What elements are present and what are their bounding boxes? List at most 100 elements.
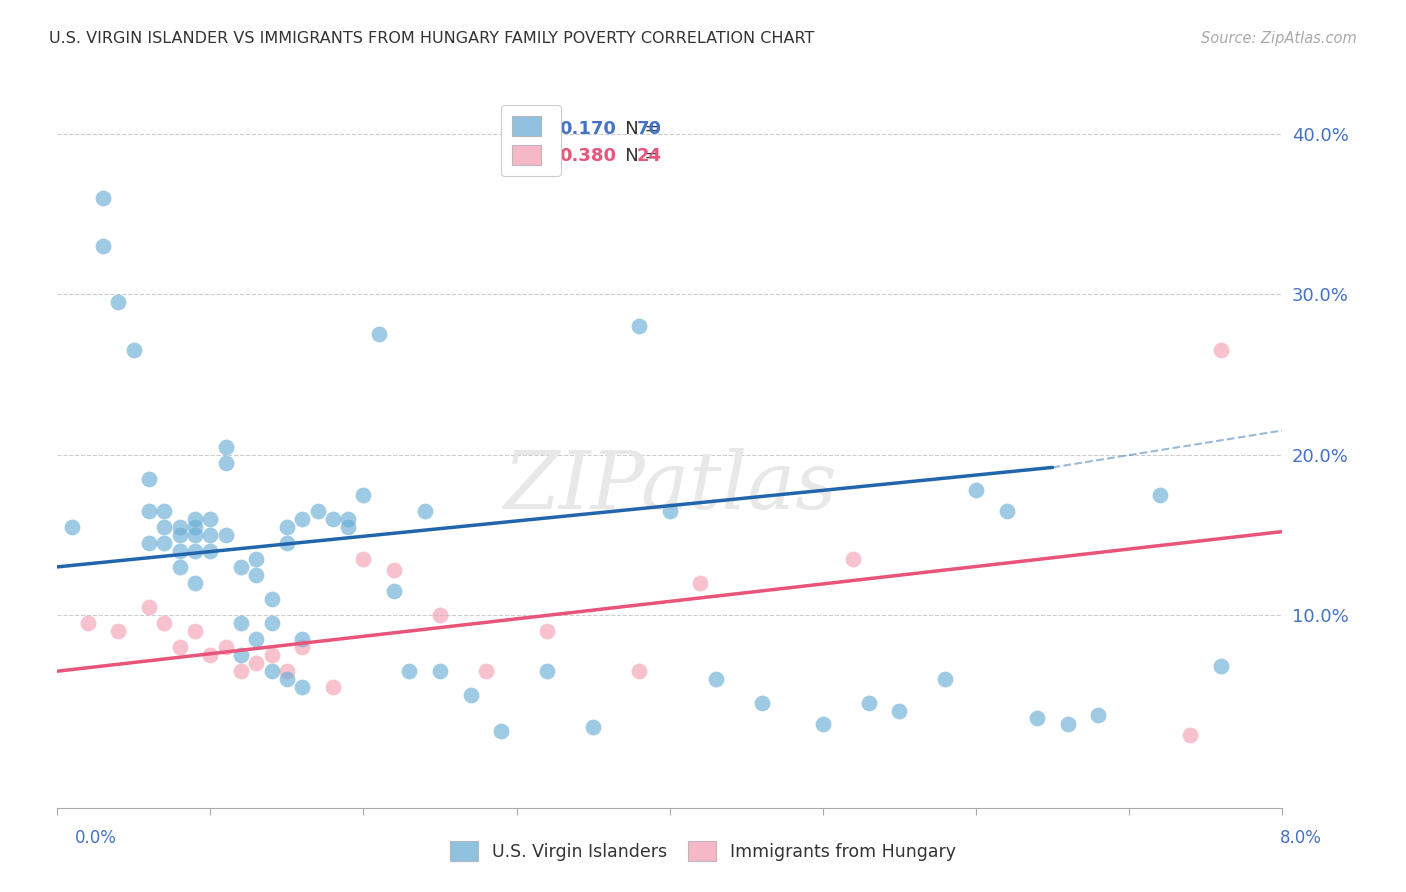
- Point: [322, 680, 344, 694]
- Legend: , : ,: [501, 104, 561, 177]
- Point: [214, 456, 236, 470]
- Point: [169, 544, 191, 558]
- Text: N =: N =: [609, 120, 665, 137]
- Point: [153, 616, 176, 631]
- Point: [352, 552, 374, 566]
- Point: [214, 528, 236, 542]
- Text: 0.0%: 0.0%: [75, 829, 117, 847]
- Point: [107, 624, 129, 638]
- Point: [184, 624, 207, 638]
- Point: [1026, 711, 1049, 725]
- Point: [260, 664, 283, 678]
- Point: [965, 483, 987, 497]
- Point: [628, 319, 651, 334]
- Point: [229, 648, 252, 662]
- Point: [582, 720, 605, 734]
- Point: [995, 504, 1018, 518]
- Text: 8.0%: 8.0%: [1279, 829, 1322, 847]
- Point: [811, 717, 834, 731]
- Text: R =: R =: [523, 120, 561, 137]
- Point: [291, 512, 314, 526]
- Point: [245, 568, 267, 582]
- Point: [276, 672, 298, 686]
- Point: [229, 560, 252, 574]
- Point: [138, 504, 160, 518]
- Point: [169, 640, 191, 654]
- Point: [536, 624, 558, 638]
- Point: [184, 576, 207, 591]
- Point: [91, 239, 114, 253]
- Point: [704, 672, 727, 686]
- Point: [91, 191, 114, 205]
- Point: [138, 536, 160, 550]
- Text: 0.380: 0.380: [560, 146, 616, 164]
- Point: [260, 592, 283, 607]
- Point: [429, 608, 451, 623]
- Point: [245, 552, 267, 566]
- Point: [337, 520, 360, 534]
- Point: [1180, 728, 1202, 742]
- Point: [184, 512, 207, 526]
- Point: [138, 472, 160, 486]
- Text: U.S. VIRGIN ISLANDER VS IMMIGRANTS FROM HUNGARY FAMILY POVERTY CORRELATION CHART: U.S. VIRGIN ISLANDER VS IMMIGRANTS FROM …: [49, 31, 814, 46]
- Point: [214, 440, 236, 454]
- Point: [122, 343, 145, 358]
- Point: [260, 648, 283, 662]
- Point: [460, 688, 482, 702]
- Point: [337, 512, 360, 526]
- Point: [184, 544, 207, 558]
- Legend: U.S. Virgin Islanders, Immigrants from Hungary: U.S. Virgin Islanders, Immigrants from H…: [441, 832, 965, 870]
- Point: [276, 520, 298, 534]
- Point: [382, 584, 405, 599]
- Point: [291, 640, 314, 654]
- Point: [245, 632, 267, 646]
- Point: [153, 536, 176, 550]
- Point: [934, 672, 956, 686]
- Point: [76, 616, 98, 631]
- Point: [214, 640, 236, 654]
- Point: [536, 664, 558, 678]
- Point: [169, 528, 191, 542]
- Point: [229, 616, 252, 631]
- Text: 24: 24: [637, 146, 662, 164]
- Point: [138, 600, 160, 615]
- Point: [291, 680, 314, 694]
- Point: [322, 512, 344, 526]
- Point: [153, 504, 176, 518]
- Point: [260, 616, 283, 631]
- Text: ZIPatlas: ZIPatlas: [503, 448, 837, 525]
- Point: [62, 520, 84, 534]
- Point: [1149, 488, 1171, 502]
- Point: [153, 520, 176, 534]
- Text: R =: R =: [523, 146, 561, 164]
- Point: [184, 520, 207, 534]
- Point: [1209, 659, 1232, 673]
- Point: [276, 536, 298, 550]
- Point: [889, 704, 911, 718]
- Point: [307, 504, 329, 518]
- Point: [276, 664, 298, 678]
- Point: [367, 327, 389, 342]
- Point: [245, 656, 267, 670]
- Point: [352, 488, 374, 502]
- Point: [1087, 707, 1109, 722]
- Point: [169, 520, 191, 534]
- Text: Source: ZipAtlas.com: Source: ZipAtlas.com: [1201, 31, 1357, 46]
- Point: [429, 664, 451, 678]
- Point: [169, 560, 191, 574]
- Point: [398, 664, 420, 678]
- Point: [229, 664, 252, 678]
- Point: [1209, 343, 1232, 358]
- Text: 0.170: 0.170: [560, 120, 616, 137]
- Text: N =: N =: [609, 146, 665, 164]
- Point: [200, 528, 222, 542]
- Point: [628, 664, 651, 678]
- Point: [1056, 717, 1078, 731]
- Point: [107, 295, 129, 310]
- Point: [751, 696, 773, 710]
- Point: [200, 512, 222, 526]
- Point: [689, 576, 711, 591]
- Point: [291, 632, 314, 646]
- Point: [413, 504, 436, 518]
- Text: 70: 70: [637, 120, 662, 137]
